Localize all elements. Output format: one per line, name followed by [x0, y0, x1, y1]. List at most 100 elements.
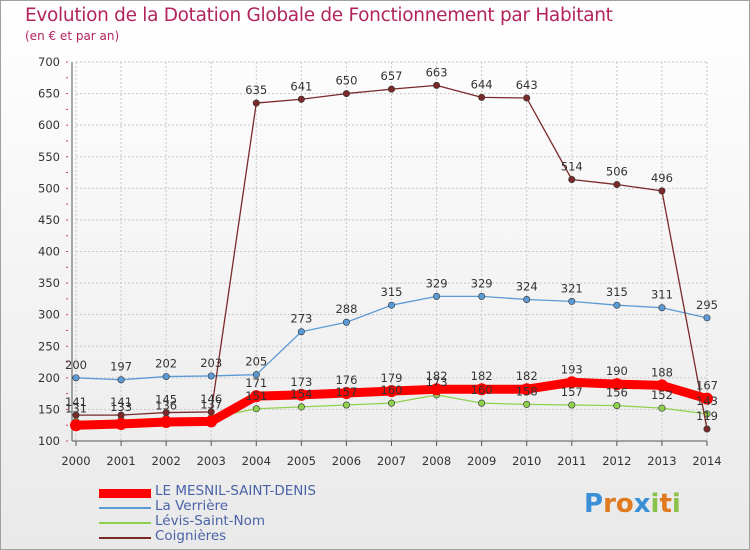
y-tick-label: 650 — [38, 87, 60, 101]
data-label: 179 — [381, 371, 403, 385]
data-label: 329 — [426, 276, 448, 290]
data-point — [160, 416, 173, 429]
data-point — [250, 390, 263, 403]
x-tick-label: 2002 — [152, 454, 181, 468]
logo-letter: x — [633, 489, 651, 519]
data-label: 152 — [651, 388, 673, 402]
data-label: 324 — [516, 280, 538, 294]
x-tick-label: 2006 — [332, 454, 361, 468]
data-point — [568, 401, 576, 409]
data-label: 157 — [561, 385, 583, 399]
data-point — [658, 304, 666, 312]
data-label: 171 — [245, 376, 267, 390]
data-label: 273 — [290, 312, 312, 326]
data-label: 182 — [471, 369, 493, 383]
data-point — [205, 415, 218, 428]
data-label: 141 — [110, 395, 132, 409]
data-point — [207, 372, 215, 380]
data-point — [430, 383, 443, 396]
y-tick-label: 550 — [38, 150, 60, 164]
data-point — [252, 405, 260, 413]
data-label: 663 — [426, 65, 448, 79]
data-label: 119 — [696, 409, 718, 423]
legend-swatch-mesnil — [99, 489, 151, 498]
data-label: 146 — [200, 392, 222, 406]
y-tick-label: 450 — [38, 213, 60, 227]
data-point — [523, 296, 531, 304]
data-label: 182 — [516, 369, 538, 383]
data-label: 188 — [651, 365, 673, 379]
data-label: 133 — [110, 400, 132, 414]
data-label: 295 — [696, 298, 718, 312]
data-point — [295, 388, 308, 401]
proxiti-logo: Proxiti — [584, 489, 681, 519]
y-tick-label: 250 — [38, 339, 60, 353]
data-label: 641 — [290, 79, 312, 93]
y-tick-label: 200 — [38, 371, 60, 385]
logo-letter: r — [603, 489, 616, 519]
data-label: 136 — [155, 398, 177, 412]
x-tick-label: 2012 — [602, 454, 631, 468]
data-point — [433, 292, 441, 300]
x-tick-label: 2011 — [557, 454, 586, 468]
data-point — [252, 99, 260, 107]
data-point — [703, 314, 711, 322]
data-point — [475, 383, 488, 396]
data-point — [655, 379, 668, 392]
logo-letter: P — [584, 489, 604, 519]
data-point — [387, 85, 395, 93]
data-label: 158 — [516, 384, 538, 398]
legend-swatch-coignieres — [99, 537, 151, 539]
data-point — [568, 297, 576, 305]
data-label: 143 — [696, 394, 718, 408]
x-tick-label: 2003 — [197, 454, 226, 468]
data-label: 173 — [290, 375, 312, 389]
data-label: 514 — [561, 159, 583, 173]
data-point — [162, 409, 170, 417]
y-tick-label: 350 — [38, 276, 60, 290]
data-point — [433, 81, 441, 89]
data-label: 657 — [381, 69, 403, 83]
data-point — [340, 386, 353, 399]
data-label: 131 — [65, 401, 87, 415]
data-label: 202 — [155, 357, 177, 371]
data-point — [478, 292, 486, 300]
data-label: 329 — [471, 276, 493, 290]
x-tick-label: 2001 — [106, 454, 135, 468]
data-point — [252, 371, 260, 379]
legend-label: Lévis-Saint-Nom — [155, 513, 266, 529]
y-tick-label: 150 — [38, 402, 60, 416]
x-tick-label: 2013 — [647, 454, 676, 468]
data-point — [342, 90, 350, 98]
logo-letter: i — [671, 489, 681, 519]
data-label: 288 — [335, 302, 357, 316]
data-point — [613, 301, 621, 309]
data-label: 157 — [335, 385, 357, 399]
data-point — [162, 373, 170, 381]
x-tick-label: 2009 — [467, 454, 496, 468]
data-point — [613, 402, 621, 410]
y-tick-label: 300 — [38, 308, 60, 322]
data-point — [565, 376, 578, 389]
legend-swatch-la-verriere — [99, 507, 151, 509]
data-point — [342, 401, 350, 409]
data-label: 160 — [381, 383, 403, 397]
x-tick-label: 2000 — [61, 454, 90, 468]
data-label: 643 — [516, 78, 538, 92]
data-point — [478, 399, 486, 407]
data-label: 176 — [335, 373, 357, 387]
x-tick-label: 2005 — [287, 454, 316, 468]
data-label: 200 — [65, 358, 87, 372]
data-label: 145 — [155, 393, 177, 407]
data-label: 635 — [245, 83, 267, 97]
data-point — [523, 400, 531, 408]
data-label: 311 — [651, 288, 673, 302]
data-point — [701, 392, 713, 405]
data-label: 644 — [471, 77, 493, 91]
data-point — [297, 328, 305, 336]
legend-swatch-levis-saint-nom — [99, 522, 151, 524]
y-tick-label: 100 — [38, 434, 60, 448]
data-label: 315 — [606, 285, 628, 299]
